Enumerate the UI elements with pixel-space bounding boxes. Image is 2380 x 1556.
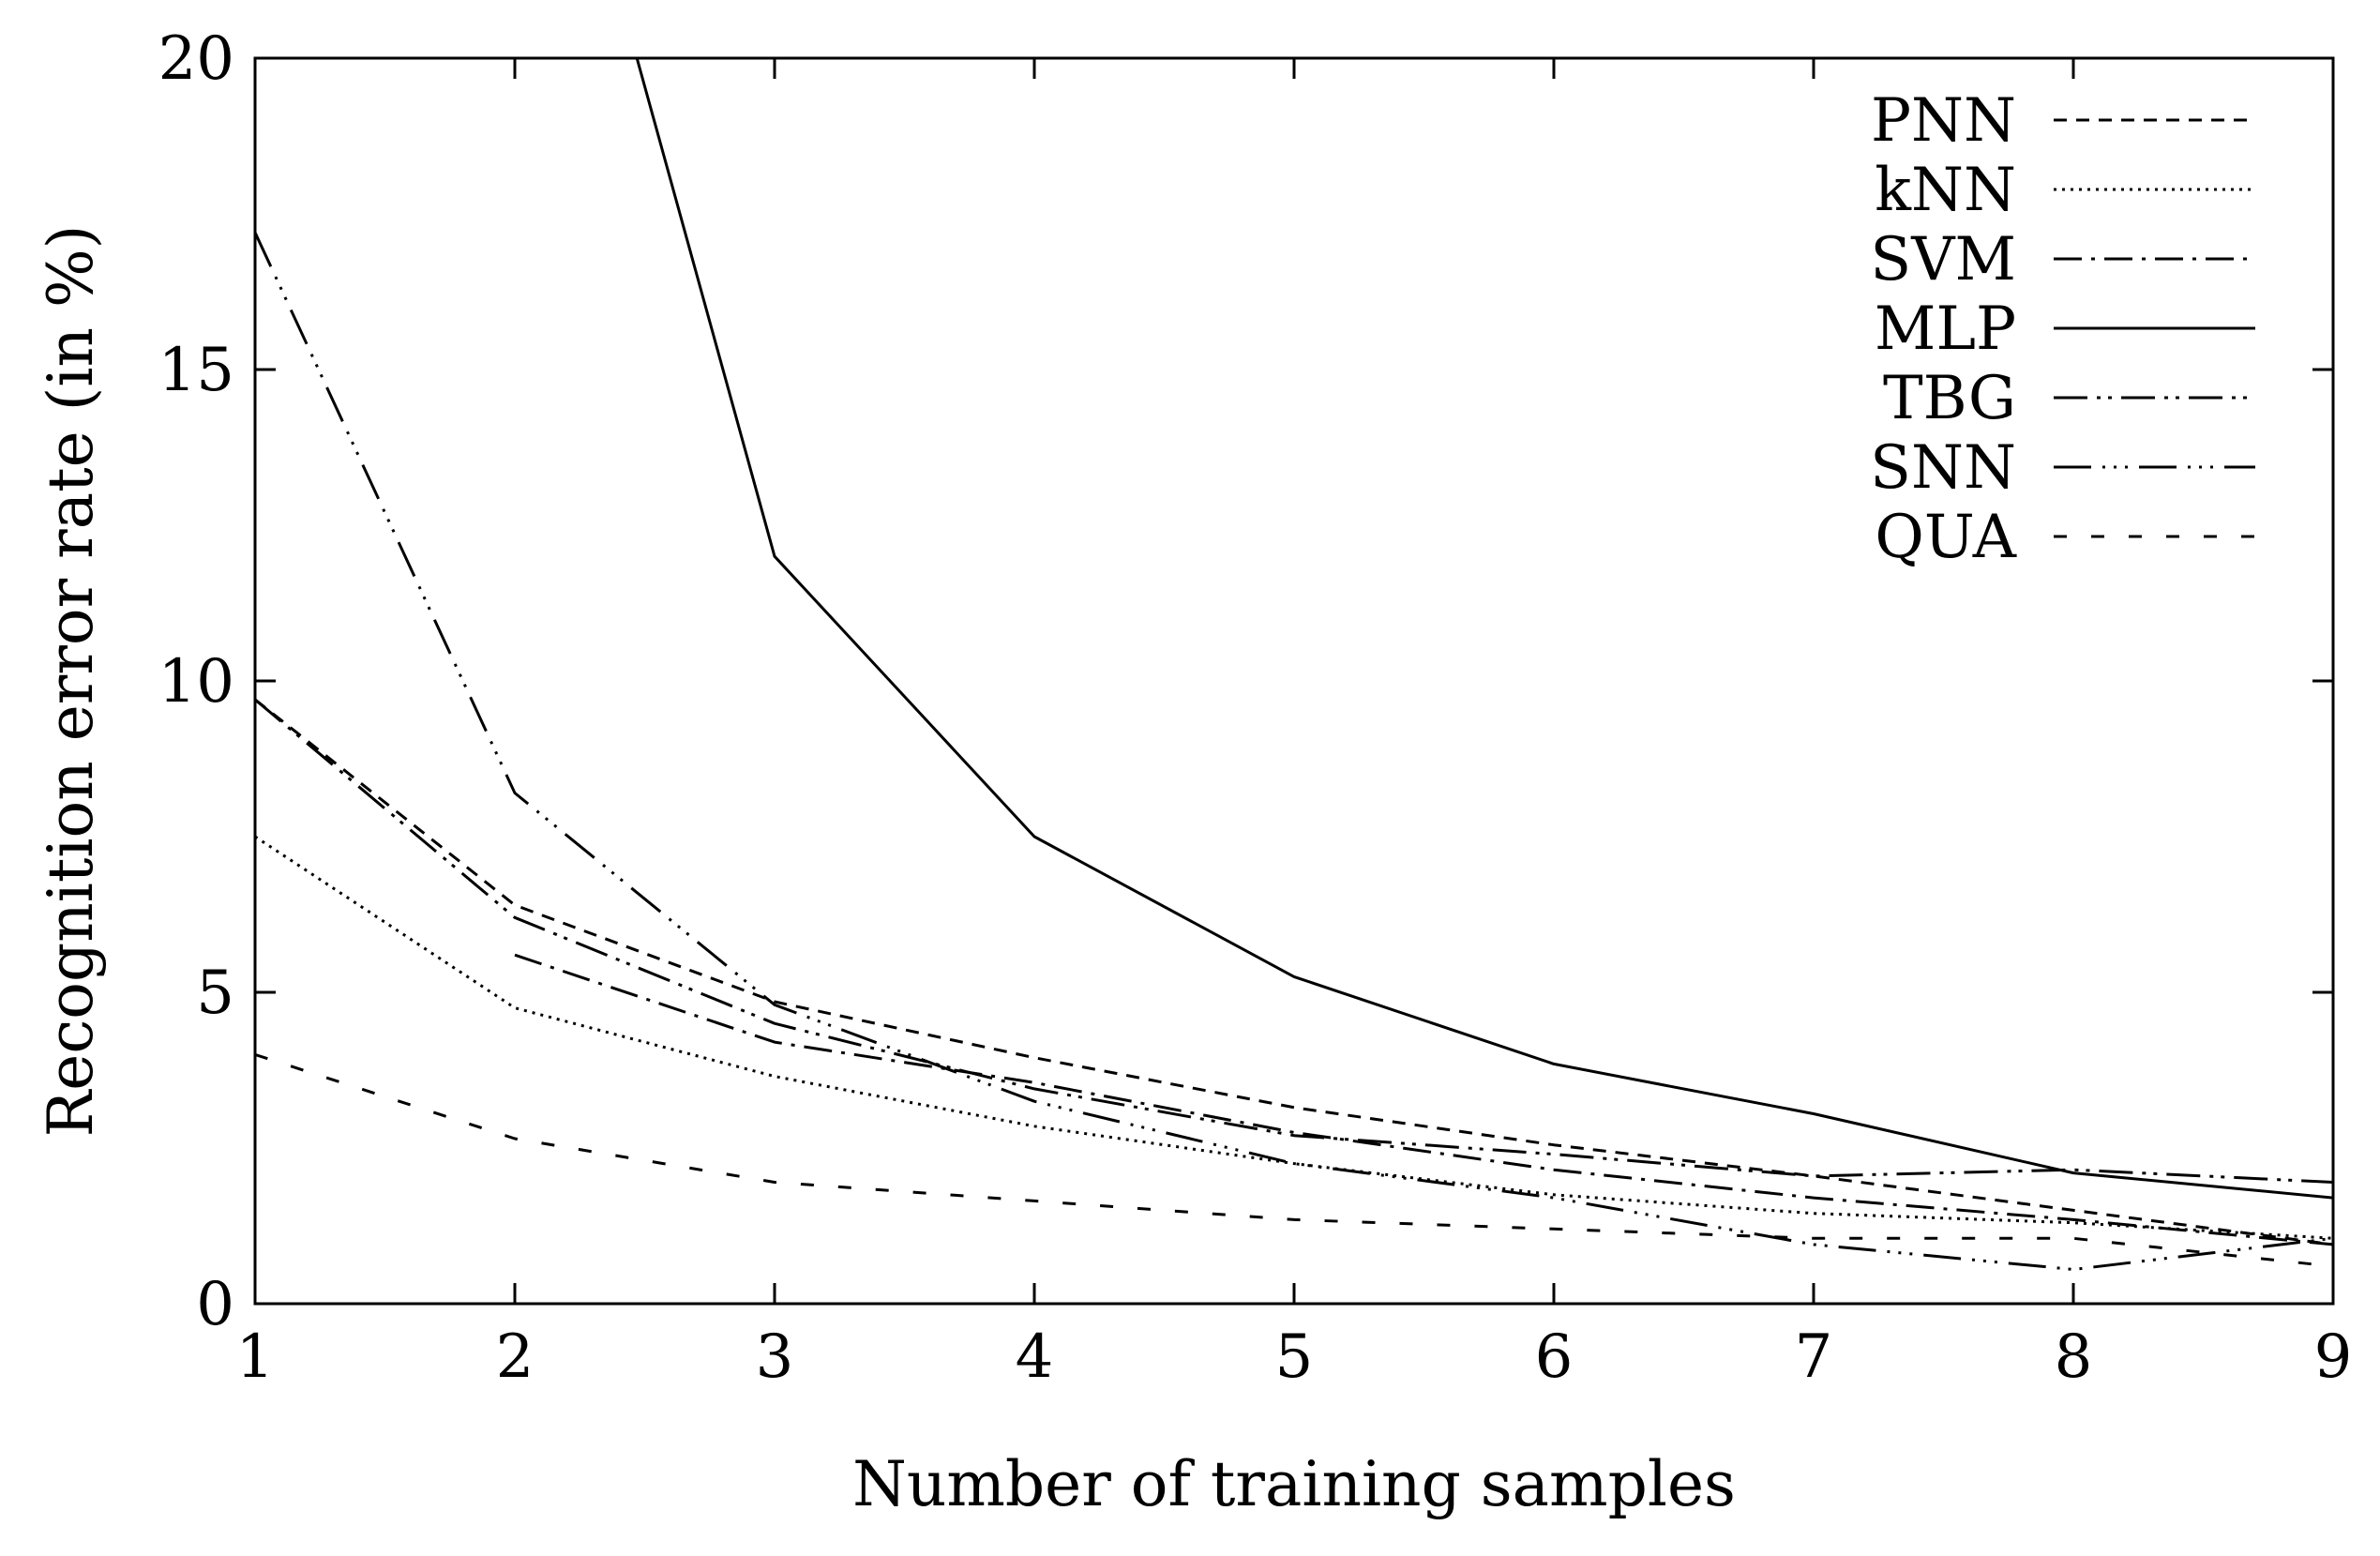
legend-label: kNN bbox=[1875, 156, 2016, 225]
series-line-qua bbox=[255, 1052, 2333, 1268]
series-line-svm bbox=[514, 953, 2333, 1246]
legend-item: SNN bbox=[1870, 433, 2255, 503]
x-tick-label: 2 bbox=[496, 1322, 535, 1392]
series-line-mlp bbox=[635, 58, 2333, 1200]
legend-item: TBG bbox=[1883, 364, 2255, 433]
x-tick-label: 4 bbox=[1016, 1322, 1054, 1392]
legend-label: TBG bbox=[1883, 364, 2016, 433]
y-tick-label: 5 bbox=[196, 959, 234, 1028]
legend-item: kNN bbox=[1875, 156, 2255, 225]
axis-ticks: 1 2 3 4 5 6 7 8 9 0 5 10 15 20 bbox=[158, 24, 2353, 1392]
series-line-knn bbox=[255, 835, 2333, 1240]
y-tick-label: 15 bbox=[158, 336, 234, 405]
y-tick-label: 10 bbox=[158, 647, 234, 717]
series-line-snn bbox=[255, 232, 2333, 1271]
legend-label: SVM bbox=[1870, 225, 2016, 295]
legend-item: PNN bbox=[1871, 86, 2255, 156]
x-tick-label: 3 bbox=[756, 1322, 794, 1392]
legend-item: MLP bbox=[1875, 295, 2255, 364]
y-tick-label: 20 bbox=[158, 24, 234, 94]
x-tick-label: 6 bbox=[1535, 1322, 1574, 1392]
legend-label: MLP bbox=[1875, 295, 2016, 364]
legend-label: SNN bbox=[1870, 433, 2016, 503]
series-lines bbox=[255, 58, 2333, 1271]
x-tick-label: 8 bbox=[2055, 1322, 2093, 1392]
x-tick-label: 9 bbox=[2314, 1322, 2353, 1392]
series-line-tbg bbox=[255, 698, 2333, 1184]
legend-label: QUA bbox=[1875, 503, 2016, 572]
y-tick-label: 0 bbox=[196, 1270, 234, 1339]
x-axis-label: Number of training samples bbox=[852, 1448, 1736, 1520]
y-axis-label: Recognition error rate (in %) bbox=[35, 225, 107, 1138]
plot-frame bbox=[253, 56, 2335, 1306]
x-tick-label: 7 bbox=[1795, 1322, 1833, 1392]
legend-item: QUA bbox=[1875, 503, 2255, 572]
legend-item: SVM bbox=[1870, 225, 2255, 295]
x-tick-label: 1 bbox=[236, 1322, 275, 1392]
x-tick-label: 5 bbox=[1275, 1322, 1314, 1392]
legend-label: PNN bbox=[1871, 86, 2016, 156]
